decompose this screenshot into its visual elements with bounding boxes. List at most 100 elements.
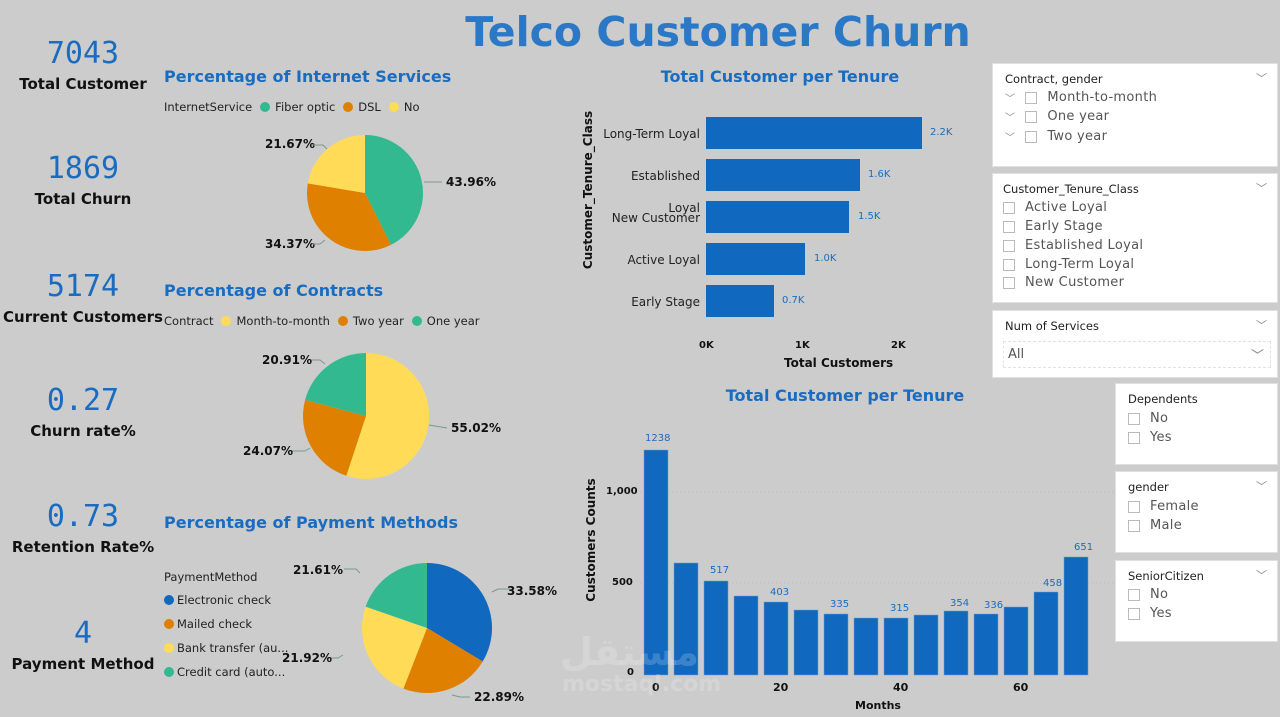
pie-label: 22.89% — [474, 690, 524, 704]
slicer-item[interactable]: ﹀ Two year — [1005, 129, 1107, 144]
slicer-item[interactable]: Male — [1128, 518, 1182, 533]
bar-active-loyal[interactable] — [706, 243, 805, 275]
slicer-item-label: Early Stage — [1025, 219, 1103, 234]
pie-label: 21.92% — [282, 651, 332, 665]
slicer-item[interactable]: Female — [1128, 499, 1199, 514]
tenure-months-columns[interactable] — [640, 440, 1115, 676]
expand-chevron-icon[interactable]: ﹀ — [1005, 113, 1016, 124]
checkbox[interactable] — [1025, 91, 1038, 104]
bar-new-customer[interactable] — [706, 201, 849, 233]
checkbox[interactable] — [1003, 220, 1015, 233]
kpi-label: Total Customer — [19, 75, 147, 93]
checkbox[interactable] — [1128, 588, 1140, 601]
column-value-label: 403 — [770, 587, 790, 598]
checkbox[interactable] — [1128, 519, 1140, 532]
legend-dot-icon — [164, 595, 174, 605]
expand-chevron-icon[interactable]: ﹀ — [1005, 133, 1016, 144]
legend-item[interactable]: Month-to-month — [236, 314, 330, 328]
slicer-item[interactable]: No — [1128, 587, 1168, 602]
chevron-down-icon[interactable]: ﹀ — [1256, 569, 1267, 582]
legend-label: Mailed check — [177, 617, 253, 631]
slicer-item-label: Male — [1150, 518, 1182, 533]
legend-item[interactable]: Fiber optic — [275, 100, 336, 114]
legend-dot-icon — [337, 316, 348, 326]
slicer-item-label: Female — [1150, 499, 1199, 514]
x-tick: 1K — [795, 340, 810, 351]
slicer-item[interactable]: Long-Term Loyal — [1003, 257, 1134, 272]
legend-dot-icon — [164, 619, 174, 629]
bar-early-stage[interactable] — [706, 285, 774, 317]
chevron-down-icon[interactable]: ﹀ — [1256, 182, 1267, 195]
checkbox[interactable] — [1025, 130, 1038, 143]
contracts-pie[interactable] — [299, 349, 433, 483]
slicer-item[interactable]: Yes — [1128, 606, 1172, 621]
checkbox[interactable] — [1003, 239, 1015, 252]
checkbox[interactable] — [1003, 276, 1015, 289]
legend-item[interactable]: Bank transfer (au... — [164, 636, 288, 660]
chevron-down-icon[interactable]: ﹀ — [1256, 72, 1267, 85]
slicer-item[interactable]: Established Loyal — [1003, 238, 1143, 253]
kpi-value: 1869 — [46, 151, 120, 186]
checkbox[interactable] — [1128, 431, 1140, 444]
bar-long-term-loyal[interactable] — [706, 117, 922, 149]
slicer-item[interactable]: Yes — [1128, 430, 1172, 445]
kpi-label: Retention Rate% — [11, 538, 155, 556]
payment-methods-pie[interactable] — [358, 559, 496, 697]
checkbox[interactable] — [1003, 258, 1015, 271]
slicer-item-label: New Customer — [1025, 275, 1125, 290]
legend-item[interactable]: No — [403, 100, 420, 114]
kpi-value: 4 — [73, 616, 93, 651]
y-tick: 0 — [627, 667, 634, 678]
legend-item[interactable]: Mailed check — [164, 612, 288, 636]
slicer-item[interactable]: Active Loyal — [1003, 200, 1107, 215]
checkbox[interactable] — [1128, 412, 1140, 425]
legend-dot-icon — [221, 316, 232, 326]
column-value-label: 1238 — [645, 433, 671, 444]
checkbox[interactable] — [1025, 110, 1038, 123]
column-value-label: 651 — [1074, 542, 1094, 553]
num-services-dropdown[interactable]: All ﹀ — [1003, 341, 1271, 368]
slicer-item[interactable]: Early Stage — [1003, 219, 1103, 234]
chevron-down-icon[interactable]: ﹀ — [1250, 349, 1264, 364]
x-axis-label: Months — [855, 699, 901, 712]
y-axis-label: Customer_Tenure_Class — [581, 110, 595, 270]
legend-title: Contract — [164, 314, 214, 328]
legend-label: Bank transfer (au... — [177, 641, 289, 655]
legend-item[interactable]: Credit card (auto... — [164, 660, 288, 684]
checkbox[interactable] — [1003, 201, 1015, 214]
bar-value-label: 0.7K — [782, 295, 805, 306]
legend-item[interactable]: One year — [426, 314, 480, 328]
y-axis-label: Customers Counts — [584, 478, 598, 602]
chevron-down-icon[interactable]: ﹀ — [1256, 319, 1267, 332]
checkbox[interactable] — [1128, 607, 1140, 620]
legend-item[interactable]: Two year — [352, 314, 404, 328]
expand-chevron-icon[interactable]: ﹀ — [1005, 94, 1016, 105]
watermark-arabic: مستقل — [560, 630, 699, 674]
tenure-class-chart-title: Total Customer per Tenure — [660, 67, 900, 86]
slicer-item[interactable]: ﹀ Month-to-month — [1005, 90, 1157, 105]
legend-item[interactable]: Electronic check — [164, 588, 288, 612]
category-label: New Customer — [611, 211, 700, 225]
kpi-payment-method: 4 Payment Method — [0, 616, 166, 673]
pie-label: 20.91% — [262, 353, 312, 367]
bar-established-loyal[interactable] — [706, 159, 860, 191]
checkbox[interactable] — [1128, 500, 1140, 513]
column-value-label: 336 — [984, 600, 1004, 611]
chevron-down-icon[interactable]: ﹀ — [1256, 480, 1267, 493]
pie-label: 43.96% — [446, 175, 496, 189]
pie-label: 34.37% — [265, 237, 315, 251]
internet-services-pie[interactable] — [300, 128, 430, 258]
bar-value-label: 2.2K — [930, 127, 953, 138]
kpi-value: 5174 — [46, 269, 120, 304]
slicer-item[interactable]: No — [1128, 411, 1168, 426]
slicer-contract-gender: Contract, gender ﹀ ﹀ Month-to-month ﹀ One … — [992, 63, 1278, 167]
x-tick: 60 — [1013, 681, 1029, 694]
bar-value-label: 1.6K — [868, 169, 891, 180]
legend-dot-icon — [411, 316, 422, 326]
slicer-item[interactable]: New Customer — [1003, 275, 1124, 290]
slicer-item-label: Established Loyal — [1025, 238, 1144, 253]
legend-item[interactable]: DSL — [358, 100, 381, 114]
slicer-item[interactable]: ﹀ One year — [1005, 109, 1109, 124]
slicer-item-label: One year — [1047, 109, 1110, 124]
kpi-total-customer: 7043 Total Customer — [0, 36, 166, 93]
